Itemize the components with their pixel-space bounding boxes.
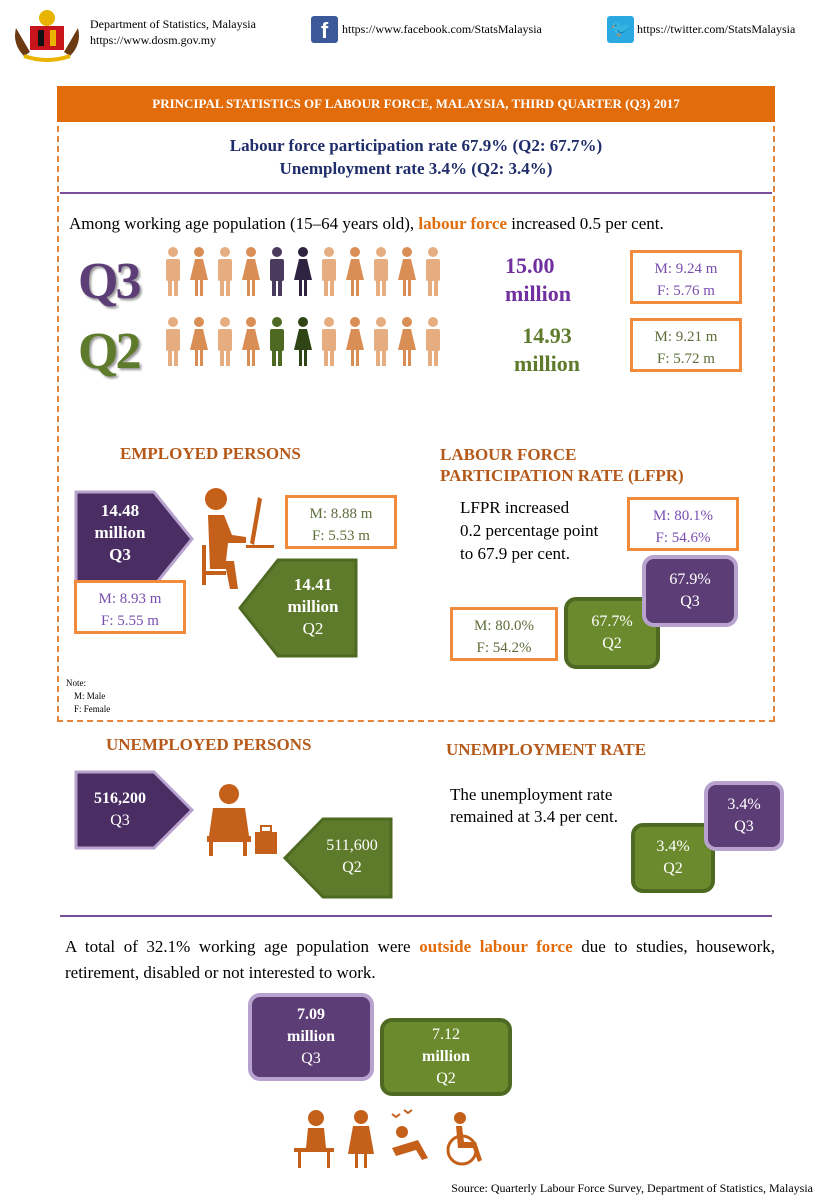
- female-person-icon: [189, 246, 209, 298]
- coat-of-arms-logo: [10, 8, 84, 62]
- male-person-icon: [215, 316, 235, 368]
- lfpr-title: LABOUR FORCE PARTICIPATION RATE (LFPR): [440, 445, 684, 485]
- male-person-icon: [371, 246, 391, 298]
- female-person-icon: [241, 316, 261, 368]
- male-person-icon: [423, 316, 443, 368]
- lfpr-q3-tile: 67.9% Q3: [642, 555, 738, 627]
- male-person-icon: [163, 316, 183, 368]
- q2-label: Q2: [78, 323, 141, 380]
- org-name: Department of Statistics, Malaysia: [90, 17, 256, 31]
- lfpr-q3-gender-box: M: 80.1% F: 54.6%: [627, 497, 739, 551]
- q2-labour-force-value: 14.93 million: [514, 323, 581, 376]
- q3-label: Q3: [78, 253, 141, 310]
- male-person-icon: [319, 246, 339, 298]
- female-person-icon: [293, 316, 313, 368]
- lfpr-text: LFPR increased 0.2 percentage point to 67.…: [460, 498, 599, 563]
- twitter-icon[interactable]: 🐦: [607, 16, 634, 43]
- male-person-icon: [163, 246, 183, 298]
- employed-q3-arrow: 14.48 million Q3: [74, 490, 194, 588]
- worker-at-desk-icon: [196, 485, 276, 595]
- labour-force-intro: Among working age population (15–64 year…: [69, 214, 664, 233]
- male-person-icon: [215, 246, 235, 298]
- q3-labour-force-value: 15.00 million: [505, 253, 572, 306]
- source-note: Source: Quarterly Labour Force Survey, D…: [451, 1181, 813, 1195]
- female-person-icon: [241, 246, 261, 298]
- disabled-icon: [444, 1108, 488, 1168]
- outside-q3-tile: 7.09 million Q3: [248, 993, 374, 1081]
- unemployed-title: UNEMPLOYED PERSONS: [106, 735, 312, 754]
- male-person-icon: [319, 316, 339, 368]
- q3-gender-box: M: 9.24 m F: 5.76 m: [630, 250, 742, 304]
- twitter-link[interactable]: https://twitter.com/StatsMalaysia: [637, 22, 796, 36]
- male-person-icon: [371, 316, 391, 368]
- ur-q2-tile: 3.4% Q2: [631, 823, 715, 893]
- study-icon: [294, 1108, 334, 1168]
- headline-ur: Unemployment rate 3.4% (Q2: 3.4%): [279, 159, 553, 178]
- female-person-icon: [189, 316, 209, 368]
- ur-title: UNEMPLOYMENT RATE: [446, 740, 647, 759]
- female-person-icon: [345, 246, 365, 298]
- housework-icon: [344, 1108, 378, 1168]
- retirement-icon: [388, 1108, 434, 1168]
- ur-text: The unemployment rate remained at 3.4 per…: [450, 785, 619, 826]
- sad-seated-person-icon: [203, 780, 278, 858]
- female-person-icon: [397, 246, 417, 298]
- unemployed-q2-arrow: 511,600 Q2: [283, 817, 393, 899]
- unemployed-q3-arrow: 516,200 Q3: [74, 770, 194, 850]
- facebook-icon[interactable]: f: [311, 16, 338, 43]
- employed-q3-gender-box: M: 8.88 m F: 5.53 m: [285, 495, 397, 549]
- outside-q2-tile: 7.12 million Q2: [380, 1018, 512, 1096]
- divider: [60, 915, 772, 917]
- note: Note: M: Male F: Female: [66, 678, 111, 714]
- divider: [60, 192, 772, 194]
- ur-q3-tile: 3.4% Q3: [704, 781, 784, 851]
- outside-reasons-icons: [294, 1108, 488, 1168]
- employed-title: EMPLOYED PERSONS: [120, 444, 301, 463]
- q2-gender-box: M: 9.21 m F: 5.72 m: [630, 318, 742, 372]
- q2-people-row: [163, 316, 443, 368]
- outside-labour-force-text: A total of 32.1% working age population …: [65, 937, 776, 982]
- male-person-icon: [423, 246, 443, 298]
- male-person-icon: [267, 246, 287, 298]
- org-website-link[interactable]: https://www.dosm.gov.my: [90, 33, 217, 47]
- female-person-icon: [293, 246, 313, 298]
- female-person-icon: [397, 316, 417, 368]
- q3-people-row: [163, 246, 443, 298]
- facebook-link[interactable]: https://www.facebook.com/StatsMalaysia: [342, 22, 542, 36]
- employed-q2-gender-box: M: 8.93 m F: 5.55 m: [74, 580, 186, 634]
- lfpr-q2-gender-box: M: 80.0% F: 54.2%: [450, 607, 558, 661]
- banner-title: PRINCIPAL STATISTICS OF LABOUR FORCE, MA…: [57, 86, 775, 122]
- female-person-icon: [345, 316, 365, 368]
- male-person-icon: [267, 316, 287, 368]
- employed-q2-arrow: 14.41 million Q2: [238, 558, 358, 658]
- headline-lfpr: Labour force participation rate 67.9% (Q…: [229, 136, 603, 155]
